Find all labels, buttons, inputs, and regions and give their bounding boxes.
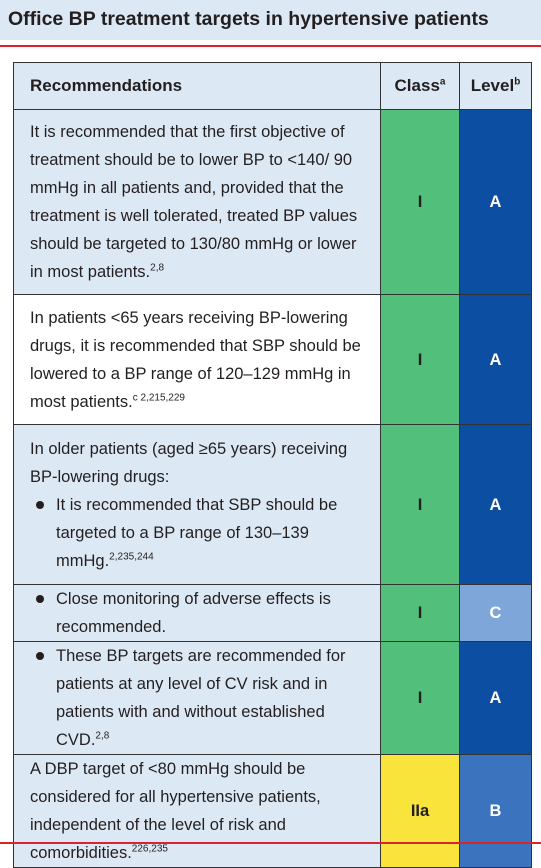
column-header-text: Class: [394, 76, 440, 95]
paragraph: It is recommended that the first objecti…: [30, 118, 368, 286]
recommendation-text: In older patients (aged ≥65 years) recei…: [30, 439, 348, 486]
recommendation-text: These BP targets are recommended for pat…: [56, 647, 346, 749]
header-row: Recommendations Classa Levelb: [13, 62, 532, 110]
column-header-text: Recommendations: [30, 76, 183, 95]
bullet-item: It is recommended that SBP should be tar…: [30, 491, 368, 575]
class-cell: I: [380, 424, 460, 585]
row: Close monitoring of adverse effects is r…: [13, 584, 532, 642]
column-header: Levelb: [459, 62, 532, 110]
class-cell: I: [380, 109, 460, 295]
level-cell: A: [459, 294, 532, 425]
table: Recommendations Classa Levelb It is recomm…: [13, 62, 532, 868]
bullet-item: These BP targets are recommended for pat…: [30, 642, 368, 754]
reference: 2,8: [150, 262, 165, 274]
class-cell: I: [380, 294, 460, 425]
row: In older patients (aged ≥65 years) recei…: [13, 424, 532, 585]
recommendation-cell: These BP targets are recommended for pat…: [13, 641, 381, 755]
level-cell: C: [459, 584, 532, 642]
column-header-text: Level: [470, 76, 515, 95]
title-bar: Office BP treatment targets in hypertens…: [0, 0, 541, 40]
recommendation-text: In patients <65 years receiving BP-lower…: [30, 308, 361, 411]
bullet-dot: [36, 595, 44, 603]
recommendation-cell: Close monitoring of adverse effects is r…: [13, 584, 381, 642]
level-cell: A: [459, 109, 532, 295]
recommendation-cell: A DBP target of <80 mmHg should be consi…: [13, 754, 381, 868]
paragraph: A DBP target of <80 mmHg should be consi…: [30, 755, 368, 867]
reference: 2,8: [95, 730, 110, 742]
recommendation-cell: In older patients (aged ≥65 years) recei…: [13, 424, 381, 585]
level-cell: A: [459, 641, 532, 755]
table-body: It is recommended that the first objecti…: [13, 109, 532, 868]
level-cell: B: [459, 754, 532, 868]
reference: c 2,215,229: [132, 392, 185, 403]
row: In patients <65 years receiving BP-lower…: [13, 294, 532, 425]
recommendation-text: It is recommended that the first objecti…: [30, 123, 358, 281]
paragraph: In patients <65 years receiving BP-lower…: [30, 304, 368, 416]
recommendation-text: It is recommended that SBP should be tar…: [56, 495, 338, 570]
superscript: b: [514, 76, 521, 88]
bullet-dot: [36, 652, 44, 660]
class-cell: IIa: [380, 754, 460, 868]
recommendation-cell: In patients <65 years receiving BP-lower…: [13, 294, 381, 425]
row: It is recommended that the first objecti…: [13, 109, 532, 295]
rule: [0, 842, 541, 844]
reference: 226,235: [131, 843, 168, 855]
level-cell: A: [459, 424, 532, 585]
class-cell: I: [380, 584, 460, 642]
row: These BP targets are recommended for pat…: [13, 641, 532, 755]
row: A DBP target of <80 mmHg should be consi…: [13, 754, 532, 868]
column-header: Recommendations: [13, 62, 381, 110]
reference: 2,235,244: [109, 551, 154, 562]
paragraph: In older patients (aged ≥65 years) recei…: [30, 435, 368, 491]
bullet-dot: [36, 500, 44, 509]
recommendation-cell: It is recommended that the first objecti…: [13, 109, 381, 295]
column-header: Classa: [380, 62, 460, 110]
recommendation-text: A DBP target of <80 mmHg should be consi…: [30, 760, 321, 862]
recommendation-text: Close monitoring of adverse effects is r…: [56, 590, 331, 636]
bullet-item: Close monitoring of adverse effects is r…: [30, 585, 368, 641]
rule: [0, 45, 541, 47]
superscript: a: [439, 76, 446, 88]
title: Office BP treatment targets in hypertens…: [8, 8, 489, 30]
class-cell: I: [380, 641, 460, 755]
